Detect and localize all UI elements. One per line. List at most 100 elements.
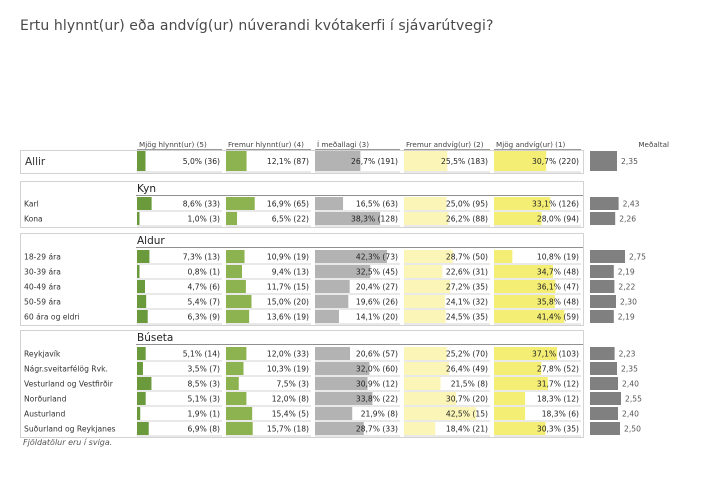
value-bar [315,212,381,225]
value-label: 10,8% (19) [537,253,579,262]
value-bar [404,250,453,263]
value-bar [315,295,349,308]
value-label: 5,1% (14) [183,350,220,359]
value-bar [137,377,152,390]
value-bar [226,295,252,308]
value-label: 30,7% (220) [532,157,579,166]
mean-label: 2,35 [621,365,638,374]
value-label: 22,6% (31) [446,268,488,277]
value-bar [226,151,247,171]
row-label: 30-39 ára [24,268,61,277]
row-label: 60 ára og eldri [24,313,80,322]
value-label: 15,7% (18) [267,425,309,434]
value-label: 10,3% (19) [267,365,309,374]
mean-label: 2,40 [622,380,639,389]
mean-bar [590,265,614,278]
value-label: 6,5% (22) [272,215,309,224]
value-label: 38,3% (128) [351,215,398,224]
value-label: 5,1% (3) [188,395,220,404]
value-label: 15,0% (20) [267,298,309,307]
value-label: 0,8% (1) [188,268,220,277]
mean-bar [590,250,625,263]
group-heading: Búseta [137,332,173,344]
mean-bar [590,295,616,308]
value-bar [494,295,555,308]
value-bar [226,250,245,263]
row-label: Vesturland og Vestfirðir [24,380,114,389]
value-label: 32,5% (45) [356,268,398,277]
value-label: 20,6% (57) [356,350,398,359]
value-bar [404,151,448,171]
value-bar [137,197,152,210]
value-bar [137,295,147,308]
value-label: 33,8% (22) [356,395,398,404]
value-label: 9,4% (13) [272,268,309,277]
value-label: 7,3% (13) [183,253,220,262]
mean-bar [590,212,616,225]
value-bar [404,347,447,360]
value-bar [404,392,457,405]
value-label: 14,1% (20) [356,313,398,322]
value-bar [226,212,238,225]
value-label: 31,7% (12) [537,380,579,389]
mean-label: 2,75 [629,253,646,262]
value-bar [315,362,370,375]
row-label: Austurland [24,410,65,419]
value-label: 30,7% (20) [446,395,488,404]
row-label: Allir [25,156,46,168]
mean-label: 2,30 [620,298,637,307]
group-frame [20,330,584,438]
value-label: 32,0% (60) [356,365,398,374]
mean-bar [590,347,615,360]
value-bar [226,422,253,435]
footnote: Fjöldatölur eru í sviga. [23,438,113,447]
value-label: 7,5% (3) [277,380,309,389]
value-bar [404,212,449,225]
value-label: 20,4% (27) [356,283,398,292]
value-bar [494,422,546,435]
value-bar [404,377,441,390]
mean-label: 2,55 [625,395,642,404]
value-label: 18,4% (21) [446,425,488,434]
value-label: 16,5% (63) [356,200,398,209]
value-bar [137,250,150,263]
value-bar [226,197,255,210]
value-label: 27,8% (52) [537,365,579,374]
value-bar [137,347,146,360]
value-bar [494,265,553,278]
mean-bar [590,197,619,210]
value-bar [137,265,140,278]
mean-label: 2,35 [621,157,638,166]
row-label: Nágr.sveitarfélög Rvk. [24,365,108,374]
group-frame [20,233,584,326]
value-bar [404,295,445,308]
value-bar [315,377,368,390]
value-label: 41,4% (59) [537,313,579,322]
value-bar [315,422,364,435]
value-bar [404,197,447,210]
value-bar [494,392,526,405]
column-header: Fremur andvíg(ur) (2) [406,140,484,149]
value-label: 6,9% (8) [188,425,220,434]
column-header: Mjög hlynnt(ur) (5) [139,140,207,149]
value-bar [315,280,350,293]
value-bar [315,347,351,360]
value-bar [315,310,339,323]
value-bar [315,151,361,171]
value-label: 5,4% (7) [188,298,220,307]
mean-bar [590,392,621,405]
mean-label: 2,50 [624,425,641,434]
mean-label: 2,40 [622,410,639,419]
value-bar [315,392,373,405]
mean-bar [590,407,618,420]
value-bar [137,310,148,323]
value-label: 13,6% (19) [267,313,309,322]
value-bar [137,407,141,420]
value-bar [494,280,556,293]
column-header: Í meðallagi (3) [317,140,369,149]
value-bar [226,280,246,293]
value-label: 42,3% (73) [356,253,398,262]
value-label: 16,9% (65) [267,200,309,209]
value-label: 25,2% (70) [446,350,488,359]
value-label: 11,7% (15) [267,283,309,292]
